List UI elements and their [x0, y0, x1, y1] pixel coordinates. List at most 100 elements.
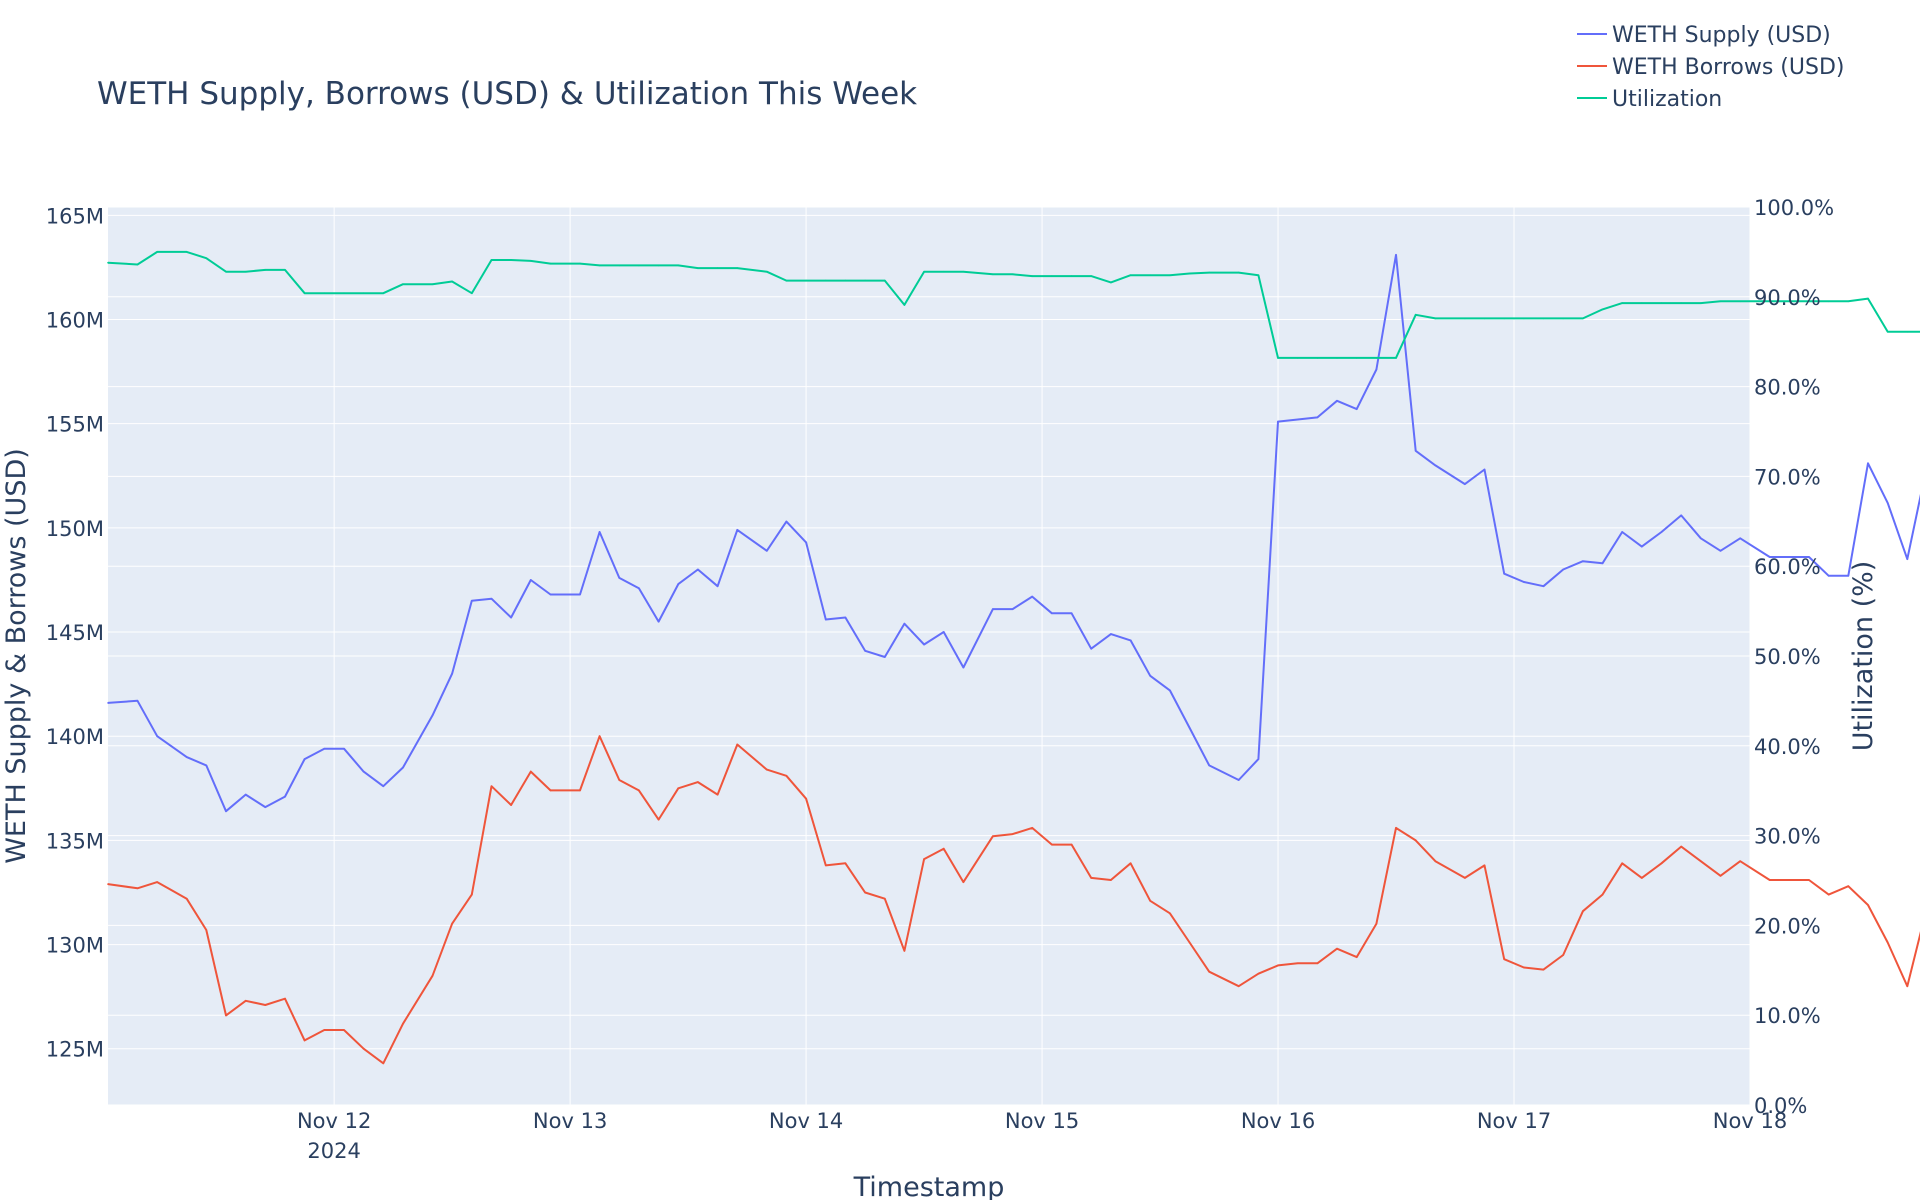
- x-tick-year-label: 2024: [307, 1139, 360, 1163]
- data-point: [471, 893, 473, 896]
- data-point: [598, 531, 601, 533]
- data-point: [1316, 357, 1319, 359]
- data-point: [923, 270, 925, 273]
- y2-axis-ticks: 0.0% 10.0% 20.0% 30.0% 40.0% 50.0% 60.0% 70.0% 8…: [1754, 196, 1834, 1118]
- data-point: [1011, 833, 1014, 835]
- data-point: [1110, 879, 1112, 881]
- data-point: [156, 881, 158, 883]
- data-point: [1542, 968, 1545, 971]
- data-point: [185, 897, 188, 900]
- data-point: [1011, 273, 1014, 276]
- x-axis-ticks: Nov 12 2024 Nov 13 Nov 14 Nov 15 Nov 16 Nov 17…: [297, 1109, 1787, 1163]
- data-point: [1296, 418, 1299, 421]
- data-point: [1395, 254, 1397, 256]
- data-point: [136, 700, 139, 702]
- data-point: [697, 781, 699, 783]
- data-point: [1660, 531, 1663, 533]
- legend: WETH Supply (USD) WETH Borrows (USD) Utili…: [1577, 23, 1844, 112]
- data-point: [451, 280, 453, 283]
- data-point: [530, 579, 532, 581]
- data-point: [716, 267, 719, 269]
- data-point: [107, 702, 109, 704]
- data-point: [1847, 300, 1850, 303]
- data-point: [1523, 581, 1525, 583]
- data-point: [1719, 300, 1722, 303]
- data-point: [205, 764, 208, 767]
- data-point: [1739, 860, 1741, 862]
- data-point: [1208, 271, 1210, 274]
- data-point: [107, 883, 109, 885]
- data-point: [1867, 297, 1869, 300]
- data-point: [638, 264, 640, 267]
- data-point: [1827, 575, 1830, 577]
- data-point: [942, 847, 945, 850]
- y2-tick-label: 60.0%: [1754, 555, 1821, 579]
- data-point: [244, 793, 247, 796]
- data-point: [510, 259, 512, 261]
- data-point: [598, 264, 601, 267]
- data-point: [530, 770, 532, 773]
- data-point: [903, 950, 906, 952]
- data-point: [1296, 962, 1299, 965]
- data-point: [1336, 357, 1338, 359]
- data-point: [1355, 956, 1358, 958]
- y-axis-ticks: 125M 130M 135M 140M 145M 150M 155M 160M 165M: [46, 204, 104, 1061]
- data-point: [598, 735, 601, 737]
- data-point: [1257, 972, 1260, 975]
- data-point: [382, 1062, 385, 1065]
- data-point: [1700, 537, 1702, 540]
- data-point: [471, 600, 473, 602]
- data-point: [716, 793, 719, 796]
- data-point: [942, 270, 945, 273]
- data-point: [1641, 302, 1643, 304]
- x-tick-label: Nov 14: [769, 1109, 843, 1133]
- series-weth-borrows-usd: [107, 735, 1920, 1065]
- data-point: [1434, 860, 1437, 862]
- data-point: [1090, 877, 1092, 879]
- data-point: [1070, 612, 1073, 615]
- data-point: [244, 270, 247, 273]
- data-point: [1562, 317, 1564, 320]
- data-point: [264, 269, 267, 271]
- data-point: [1375, 922, 1378, 925]
- data-point: [785, 775, 788, 777]
- data-point: [1395, 827, 1397, 829]
- data-point: [490, 597, 493, 600]
- data-point: [323, 1029, 326, 1031]
- data-point: [1169, 274, 1171, 277]
- data-point: [657, 620, 660, 623]
- data-point: [431, 975, 434, 977]
- data-point: [1582, 560, 1584, 562]
- data-point: [766, 270, 768, 273]
- data-point: [785, 520, 788, 523]
- data-point: [618, 577, 621, 579]
- data-point: [323, 292, 326, 295]
- data-point: [697, 267, 699, 269]
- data-point: [284, 997, 286, 1000]
- data-point: [1768, 300, 1771, 303]
- data-point: [864, 650, 866, 652]
- data-point: [677, 583, 680, 585]
- data-point: [1768, 879, 1771, 881]
- x-tick-label: Nov 17: [1477, 1109, 1551, 1133]
- data-point: [1503, 317, 1505, 320]
- data-point: [992, 835, 994, 837]
- data-point: [1886, 941, 1889, 944]
- data-point: [1129, 862, 1132, 865]
- data-point: [1090, 647, 1092, 650]
- data-point: [1621, 302, 1623, 304]
- data-point: [1739, 537, 1741, 540]
- data-point: [618, 264, 621, 267]
- data-point: [1847, 575, 1850, 577]
- data-point: [1355, 408, 1358, 410]
- data-point: [1070, 275, 1073, 277]
- data-point: [402, 283, 404, 286]
- data-point: [1336, 947, 1338, 950]
- data-point: [1395, 357, 1397, 359]
- data-point: [1375, 357, 1378, 359]
- data-point: [1129, 639, 1132, 642]
- data-point: [1788, 879, 1791, 881]
- data-point: [1886, 502, 1889, 504]
- data-point: [1641, 545, 1643, 548]
